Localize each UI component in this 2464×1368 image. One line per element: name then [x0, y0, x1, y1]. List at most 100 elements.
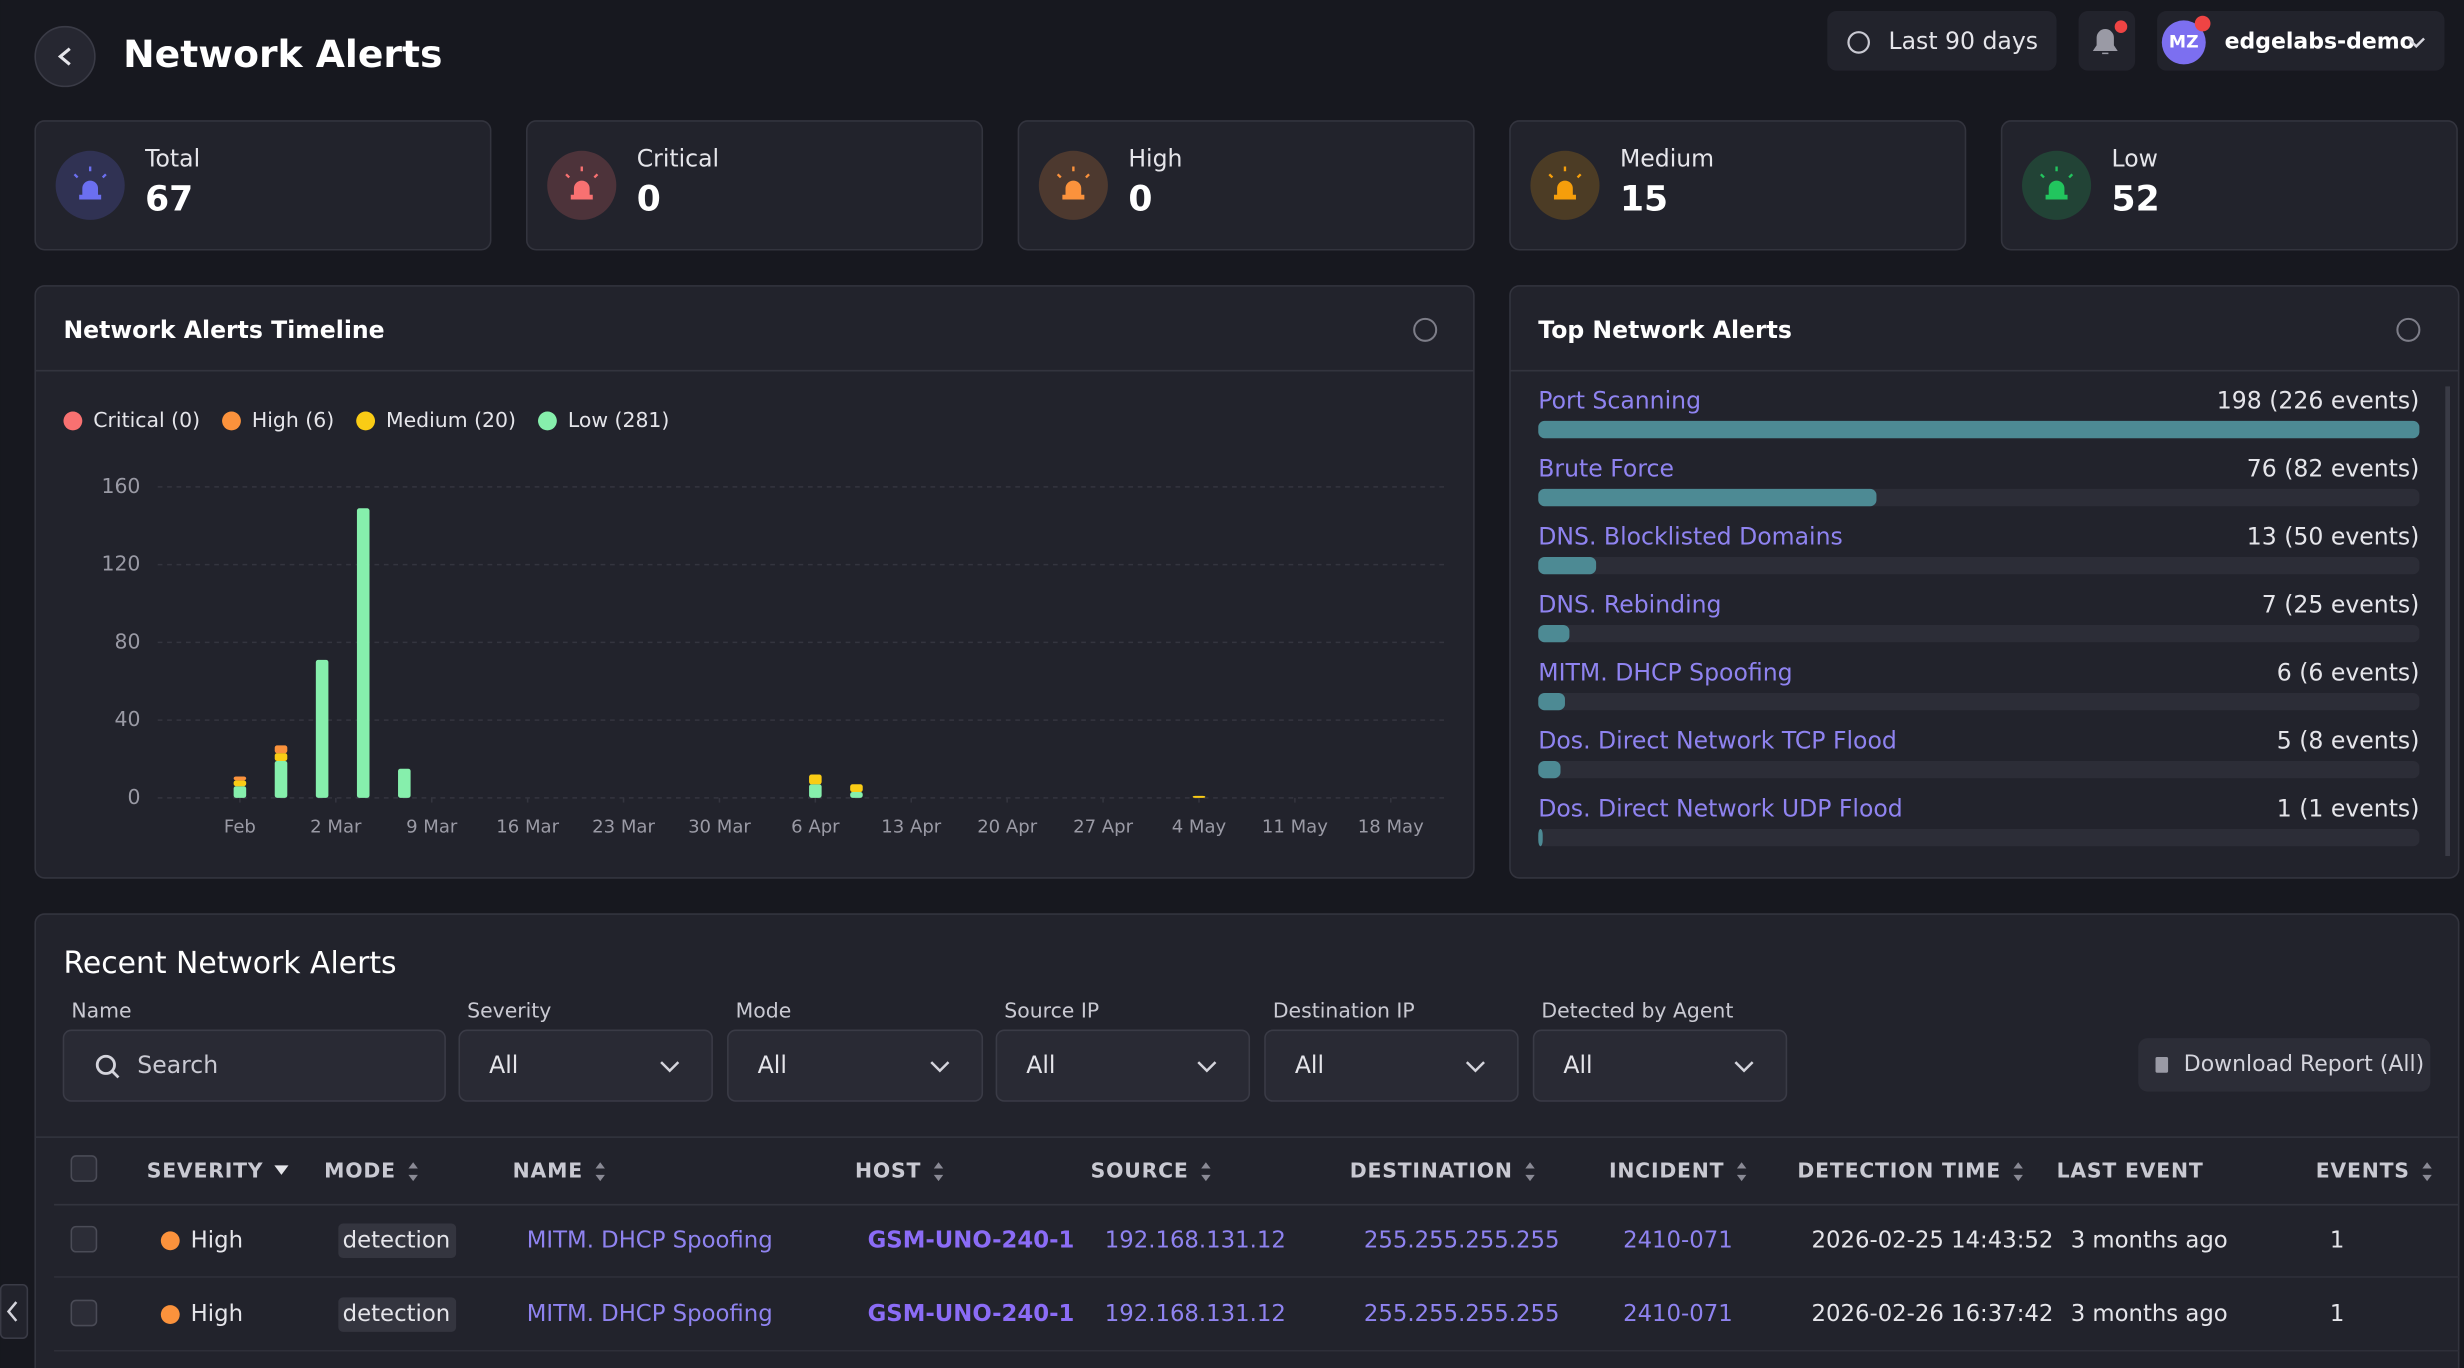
stat-card [526, 120, 984, 251]
chevron [930, 1061, 950, 1073]
y-tick-label: 120 [101, 552, 140, 576]
row-checkbox[interactable] [70, 1225, 98, 1253]
x-tick-label: 27 Apr [1073, 817, 1134, 838]
user-menu[interactable] [2157, 10, 2445, 71]
legend-swatch [222, 411, 241, 431]
stat-label: Total [144, 145, 200, 173]
alert-link[interactable]: MITM. DHCP Spoofing [1538, 659, 1792, 687]
table-cell[interactable]: GSM-UNO-240-1 [868, 1301, 1075, 1327]
filter-select[interactable] [727, 1029, 984, 1102]
x-tick-label: 30 Mar [688, 817, 751, 838]
bar-track [1538, 556, 2420, 575]
column-header[interactable]: DETECTION TIME [1797, 1159, 2001, 1183]
alarm-rays [565, 166, 599, 179]
column-header[interactable]: SEVERITY [147, 1159, 264, 1183]
filter-label: Severity [467, 998, 551, 1022]
avatar-initials: MZ [2169, 32, 2199, 52]
alert-count: 7 (25 events) [2262, 591, 2420, 619]
chevron[interactable] [2407, 37, 2425, 49]
table-cell: 2026-02-25 14:43:52 [1812, 1227, 2054, 1253]
bar-segment [1192, 795, 1206, 798]
column-header[interactable]: HOST [855, 1159, 921, 1183]
alert-link[interactable]: Dos. Direct Network UDP Flood [1538, 795, 1902, 823]
table-cell[interactable]: GSM-UNO-240-1 [868, 1227, 1075, 1253]
x-tick-label: 20 Apr [977, 817, 1038, 838]
x-tick-label: 23 Mar [592, 817, 655, 838]
alarm-rays [1056, 166, 1090, 179]
notification-dot [2114, 20, 2128, 33]
table-cell: 1 [2330, 1227, 2344, 1253]
alert-count: 13 (50 events) [2247, 523, 2420, 551]
table-cell: High [191, 1301, 243, 1327]
row-checkbox[interactable] [70, 1299, 98, 1327]
stat-value: 67 [145, 180, 193, 220]
alert-count: 5 (8 events) [2277, 727, 2420, 755]
alert-link[interactable]: DNS. Rebinding [1538, 591, 1721, 619]
bar-track [1538, 828, 2420, 847]
stat-value: 15 [1620, 180, 1668, 220]
alarm-icon [79, 180, 102, 200]
column-header[interactable]: MODE [324, 1159, 396, 1183]
filter-label: Name [71, 998, 131, 1022]
bar [1538, 624, 1570, 643]
table-cell[interactable]: 192.168.131.12 [1105, 1301, 1286, 1327]
table-cell[interactable]: 255.255.255.255 [1364, 1301, 1560, 1327]
table-cell[interactable]: MITM. DHCP Spoofing [527, 1301, 773, 1327]
legend-label: High (6) [252, 408, 334, 432]
search-icon-handle [111, 1070, 120, 1079]
column-header[interactable]: EVENTS [2316, 1159, 2410, 1183]
alert-link[interactable]: Port Scanning [1538, 387, 1701, 415]
table-cell: detection [343, 1301, 451, 1327]
recent-card [34, 913, 2460, 1368]
bar-segment [315, 659, 329, 798]
chevron [660, 1061, 680, 1073]
table-cell[interactable]: 2410-071 [1623, 1227, 1733, 1253]
filter-value: All [758, 1051, 787, 1079]
timeline-title: Network Alerts Timeline [63, 316, 384, 344]
legend-label: Low (281) [568, 408, 670, 432]
filter-select[interactable] [1264, 1029, 1519, 1102]
filter-label: Destination IP [1273, 998, 1415, 1022]
sort-indicator [595, 1162, 605, 1182]
alarm-rays [73, 166, 107, 179]
filter-select[interactable] [458, 1029, 713, 1102]
alert-link[interactable]: Dos. Direct Network TCP Flood [1538, 727, 1897, 755]
date-range-button[interactable] [1827, 10, 2057, 71]
y-tick-label: 40 [114, 707, 140, 731]
column-header[interactable]: SOURCE [1091, 1159, 1189, 1183]
table-cell[interactable]: 192.168.131.12 [1105, 1227, 1286, 1253]
column-header[interactable]: DESTINATION [1350, 1159, 1513, 1183]
table-cell[interactable]: 2410-071 [1623, 1301, 1733, 1327]
download-button[interactable] [2138, 1038, 2431, 1092]
stat-card [2000, 120, 2458, 251]
filter-select[interactable] [995, 1029, 1251, 1102]
clock-icon [1847, 31, 1870, 54]
sidebar-toggle[interactable] [0, 1283, 29, 1339]
table-cell: 1 [2330, 1301, 2344, 1327]
alert-link[interactable]: DNS. Blocklisted Domains [1538, 523, 1843, 551]
stat-label: Low [2112, 145, 2158, 173]
sidebar-arrow [6, 1301, 18, 1322]
column-header[interactable]: INCIDENT [1609, 1159, 1724, 1183]
alarm-icon [570, 180, 593, 200]
table-cell[interactable]: 255.255.255.255 [1364, 1227, 1560, 1253]
mode-badge [338, 1297, 457, 1332]
top-alerts-card [1509, 285, 2460, 879]
date-range: Last 90 days [1889, 27, 2039, 55]
sort-indicator [408, 1162, 418, 1182]
x-tick-label: 11 May [1262, 817, 1328, 838]
bar [1538, 828, 1543, 847]
stat-label: High [1128, 145, 1182, 173]
alert-count: 76 (82 events) [2247, 455, 2420, 483]
table-cell[interactable]: MITM. DHCP Spoofing [527, 1227, 773, 1253]
alert-count: 6 (6 events) [2277, 659, 2420, 687]
select-all-checkbox[interactable] [70, 1155, 98, 1182]
x-tick-label: 18 May [1358, 817, 1424, 838]
back-button[interactable] [34, 25, 96, 88]
column-header[interactable]: NAME [513, 1159, 583, 1183]
search-input[interactable] [62, 1029, 446, 1102]
filter-select[interactable] [1532, 1029, 1788, 1102]
alert-link[interactable]: Brute Force [1538, 455, 1674, 483]
severity-dot [160, 1305, 180, 1325]
bar-segment [809, 784, 822, 798]
